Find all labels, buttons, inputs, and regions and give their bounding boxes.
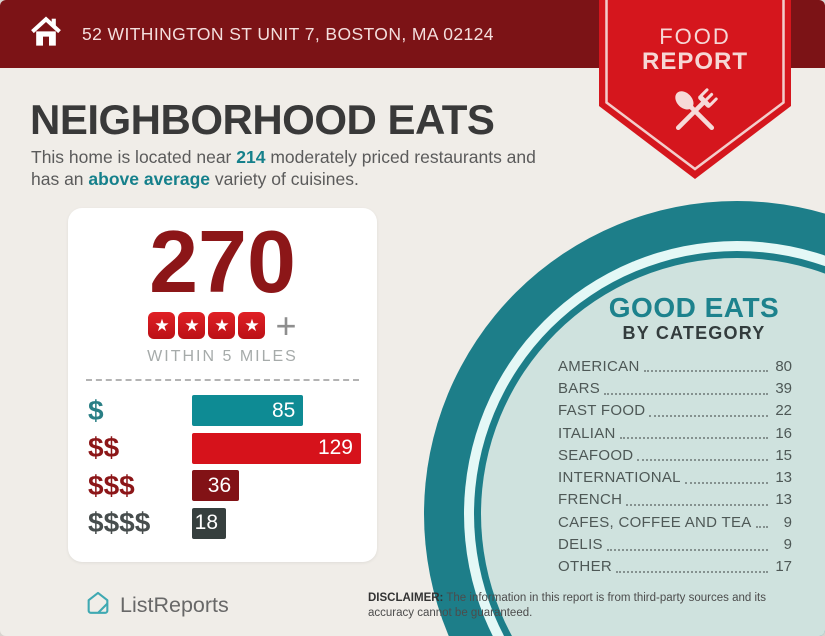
category-value: 9 <box>783 513 792 531</box>
category-value: 9 <box>783 536 792 554</box>
dotted-leader <box>604 392 768 395</box>
dotted-leader <box>643 370 768 373</box>
category-row: BARS 39 <box>558 377 792 399</box>
subtitle-text: has an <box>31 168 89 189</box>
listreports-logo-icon <box>84 589 112 622</box>
category-value: 22 <box>775 402 792 420</box>
category-label: CAFES, COFFEE AND TEA <box>558 513 752 531</box>
dotted-leader <box>637 459 768 462</box>
price-tier-row: $$$ 36 <box>88 470 361 501</box>
badge-word-food: FOOD <box>659 24 731 49</box>
dotted-leader <box>619 437 768 440</box>
restaurant-summary-card: 270 ★ ★ ★ ★ + WITHIN 5 MILES $85 $$ 129 $$$ 36 $… <box>68 208 377 562</box>
category-value: 16 <box>775 424 792 442</box>
plus-icon: + <box>275 305 297 346</box>
category-value: 39 <box>775 379 792 397</box>
price-tier-chart: $85 $$ 129 $$$ 36 $$$$ 18 <box>88 395 361 539</box>
radius-caption: WITHIN 5 MILES <box>147 348 298 365</box>
good-eats-subtitle: BY CATEGORY <box>622 323 766 343</box>
price-tier-label: $$$$ <box>88 507 151 538</box>
rating-stars: ★ ★ ★ ★ + <box>68 305 377 346</box>
page-title: NEIGHBORHOOD EATS <box>30 96 495 143</box>
category-list: AMERICAN 80 BARS 39 FAST FOOD 22 ITALIAN 16 SEAF… <box>558 355 792 578</box>
category-label: FRENCH <box>558 491 623 509</box>
star-icons: ★ ★ ★ ★ <box>148 312 266 339</box>
good-eats-title: GOOD EATS <box>608 292 780 323</box>
category-row: FRENCH 13 <box>558 489 792 511</box>
bar-track: 85 <box>192 395 361 426</box>
price-tier-row: $$ 129 <box>88 432 361 464</box>
category-row: ITALIAN 16 <box>558 422 792 444</box>
restaurant-count: 214 <box>236 147 266 167</box>
price-tier-bar: 18 <box>192 507 226 539</box>
total-restaurants: 270 <box>149 212 296 311</box>
category-label: OTHER <box>558 558 612 576</box>
bar-track: 18 <box>192 507 361 539</box>
bar-track: 36 <box>192 470 361 501</box>
price-tier-label: $$ <box>88 432 120 463</box>
category-row: SEAFOOD 15 <box>558 444 792 466</box>
category-value: 80 <box>775 357 792 375</box>
star-icon: ★ <box>238 312 266 339</box>
star-icon: ★ <box>148 312 176 339</box>
category-label: INTERNATIONAL <box>558 469 681 487</box>
price-tier-bar: 36 <box>192 470 240 501</box>
bar-value: 85 <box>271 398 296 422</box>
subtitle-text: variety of cuisines. <box>210 168 359 189</box>
price-tier-bar: 129 <box>192 432 361 464</box>
variety-highlight: above average <box>88 168 211 189</box>
listreports-logo: ListReports <box>84 589 229 622</box>
category-row: AMERICAN 80 <box>558 355 792 377</box>
category-label: FAST FOOD <box>558 402 646 420</box>
dotted-leader <box>626 504 768 507</box>
spoon-fork-icon <box>664 80 726 147</box>
category-row: CAFES, COFFEE AND TEA 9 <box>558 511 792 533</box>
dotted-leader <box>606 548 768 551</box>
category-value: 15 <box>775 446 792 464</box>
home-icon <box>27 13 65 56</box>
category-value: 13 <box>775 491 792 509</box>
subtitle-text: This home is located near <box>31 147 237 167</box>
price-tier-label: $$$ <box>88 469 135 501</box>
dashed-divider <box>86 379 359 381</box>
category-value: 13 <box>775 469 792 487</box>
food-report-badge: FOOD REPORT <box>599 0 791 184</box>
bar-value: 18 <box>194 511 218 534</box>
category-label: SEAFOOD <box>558 446 634 464</box>
disclaimer-text: The information in this report is from t… <box>368 592 766 619</box>
page-subtitle: This home is located near 214 moderately… <box>31 147 606 190</box>
dotted-leader <box>616 570 768 573</box>
brand-name: ListReports <box>120 593 229 617</box>
star-icon: ★ <box>178 312 206 339</box>
disclaimer-label: DISCLAIMER: <box>368 592 444 604</box>
category-row: FAST FOOD 22 <box>558 400 792 422</box>
dotted-leader <box>755 526 768 529</box>
price-tier-bar: 85 <box>192 395 304 426</box>
ribbon-shape <box>599 0 791 179</box>
category-label: ITALIAN <box>558 424 616 442</box>
disclaimer: DISCLAIMER: The information in this repo… <box>368 591 800 620</box>
price-tier-row: $$$$ 18 <box>88 507 361 539</box>
category-value: 17 <box>775 558 792 576</box>
bar-track: 129 <box>192 432 361 464</box>
category-label: AMERICAN <box>558 357 640 375</box>
price-tier-row: $85 <box>88 395 361 426</box>
category-row: INTERNATIONAL 13 <box>558 466 792 488</box>
dotted-leader <box>684 481 768 484</box>
star-icon: ★ <box>208 312 236 339</box>
category-row: OTHER 17 <box>558 556 792 578</box>
dotted-leader <box>649 414 768 417</box>
badge-word-report: REPORT <box>641 48 748 75</box>
category-label: BARS <box>558 379 601 397</box>
price-tier-label: $ <box>88 394 104 426</box>
category-row: DELIS 9 <box>558 533 792 555</box>
property-address: 52 WITHINGTON ST UNIT 7, BOSTON, MA 0212… <box>82 23 494 44</box>
subtitle-text: moderately priced restaurants and <box>265 147 536 167</box>
good-eats-heading: GOOD EATS BY CATEGORY <box>564 292 824 344</box>
bar-value: 129 <box>317 436 353 459</box>
bar-value: 36 <box>207 473 232 497</box>
category-label: DELIS <box>558 536 603 554</box>
